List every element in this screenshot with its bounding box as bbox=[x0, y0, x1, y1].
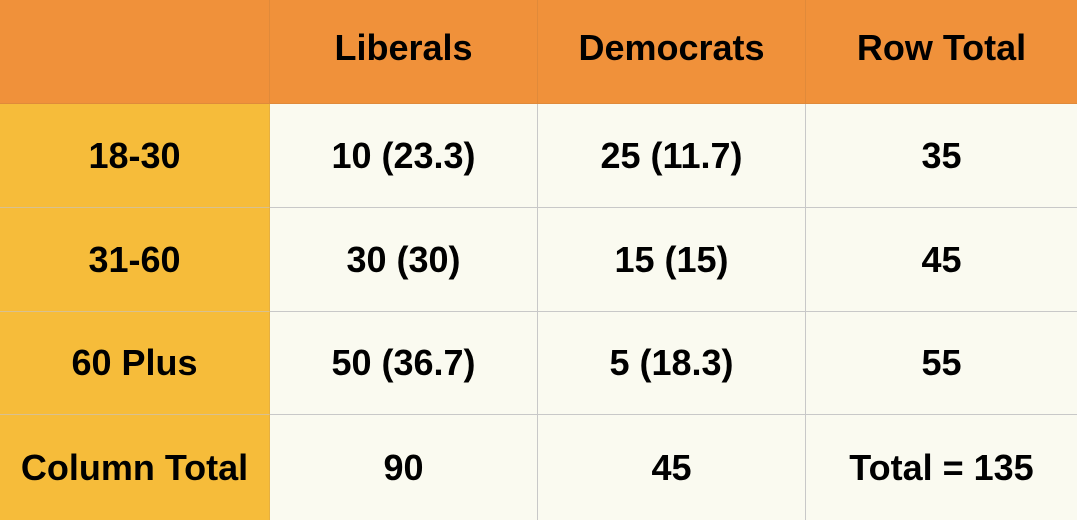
cell-value: 35 bbox=[921, 134, 962, 176]
table-cell: 15 (15) bbox=[538, 208, 806, 312]
table-cell: 25 (11.7) bbox=[538, 104, 806, 208]
table-cell: 90 bbox=[270, 415, 538, 520]
table-cell: 10 (23.3) bbox=[270, 104, 538, 208]
cell-value: 25 (11.7) bbox=[600, 134, 743, 176]
row-label: 31-60 bbox=[88, 238, 181, 280]
cell-value: 45 bbox=[651, 446, 692, 488]
header-row-total-label: Row Total bbox=[856, 26, 1027, 68]
row-label-cell: 60 Plus bbox=[0, 312, 270, 415]
header-row-total-cell: Row Total bbox=[806, 0, 1077, 104]
cell-value: 50 (36.7) bbox=[331, 342, 476, 383]
cell-value: 10 (23.3) bbox=[331, 134, 476, 176]
header-liberals-cell: Liberals bbox=[270, 0, 538, 104]
table-cell: 30 (30) bbox=[270, 208, 538, 312]
cell-value: 30 (30) bbox=[346, 238, 461, 280]
row-label: 60 Plus bbox=[71, 342, 198, 383]
table-cell: 50 (36.7) bbox=[270, 312, 538, 415]
row-label: Column Total bbox=[20, 446, 249, 488]
header-democrats-cell: Democrats bbox=[538, 0, 806, 104]
table-cell: 45 bbox=[538, 415, 806, 520]
table-cell: 45 bbox=[806, 208, 1077, 312]
header-liberals-label: Liberals bbox=[334, 26, 473, 68]
table-cell: 55 bbox=[806, 312, 1077, 415]
cell-value: 45 bbox=[921, 238, 962, 280]
cell-value: Total = 135 bbox=[849, 446, 1034, 488]
table-cell: Total = 135 bbox=[806, 415, 1077, 520]
row-label-cell: 31-60 bbox=[0, 208, 270, 312]
cell-value: 5 (18.3) bbox=[609, 342, 734, 383]
cell-value: 55 bbox=[921, 342, 962, 383]
table-cell: 5 (18.3) bbox=[538, 312, 806, 415]
row-label-cell: Column Total bbox=[0, 415, 270, 520]
row-label-cell: 18-30 bbox=[0, 104, 270, 208]
row-label: 18-30 bbox=[88, 134, 181, 176]
table-cell: 35 bbox=[806, 104, 1077, 208]
cell-value: 90 bbox=[383, 446, 424, 488]
header-democrats-label: Democrats bbox=[578, 26, 765, 68]
header-corner-cell bbox=[0, 0, 270, 104]
cell-value: 15 (15) bbox=[614, 238, 729, 280]
